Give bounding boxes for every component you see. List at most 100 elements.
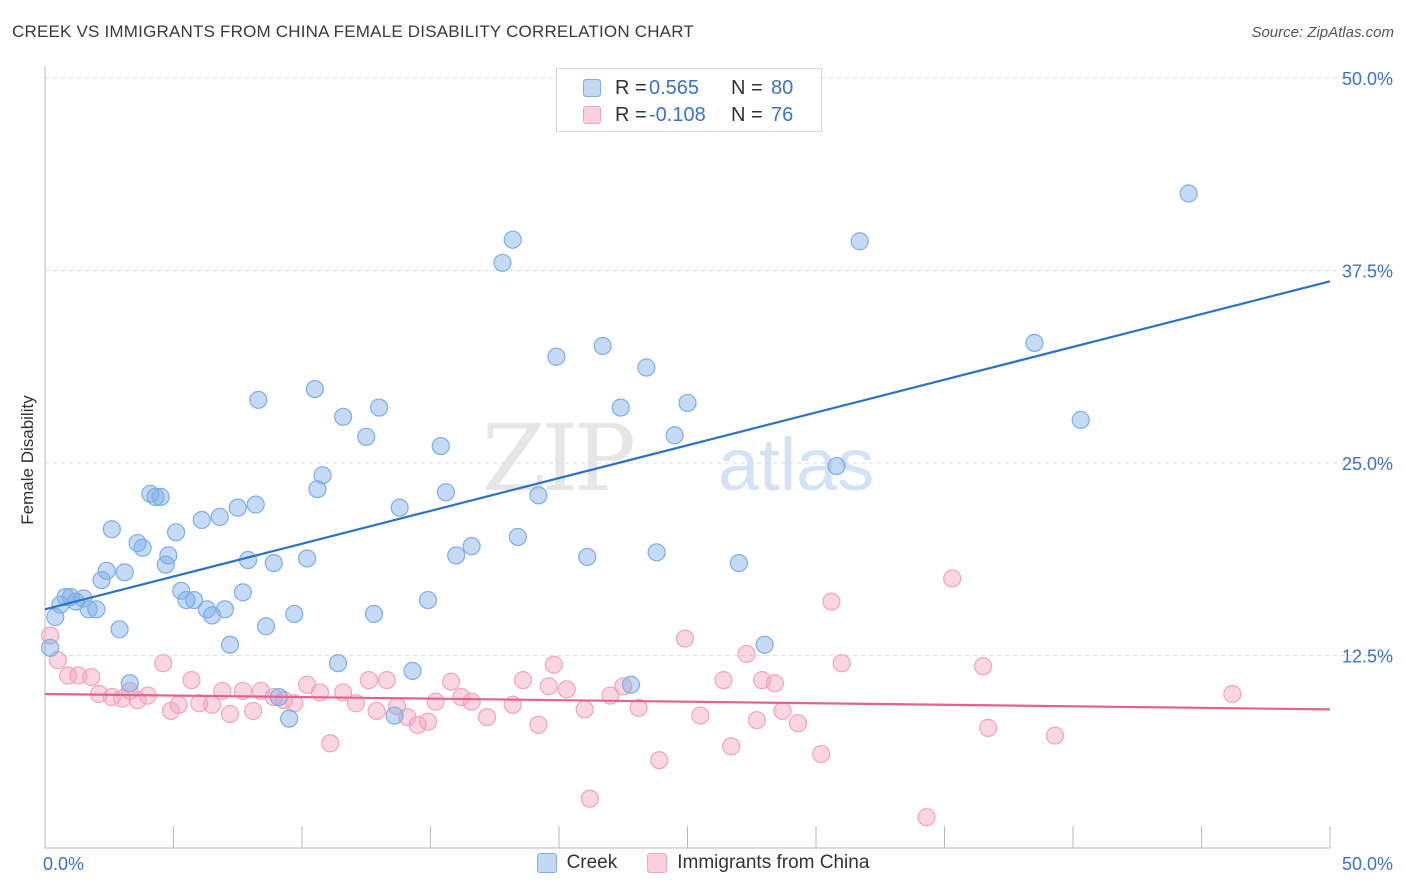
creek-point <box>611 398 630 417</box>
legend-item-china: Immigrants from China <box>647 852 869 874</box>
creek-point <box>151 487 170 506</box>
series-china-points <box>41 569 1242 827</box>
china-point <box>714 671 733 690</box>
china-point <box>580 789 599 808</box>
china-point <box>691 706 710 725</box>
china-point <box>321 734 340 753</box>
creek-point <box>166 523 186 542</box>
creek-point <box>192 510 211 530</box>
r-label: R = <box>615 76 647 99</box>
china-point <box>513 671 533 690</box>
creek-point <box>115 563 134 582</box>
china-point <box>233 681 252 701</box>
creek-point <box>308 480 327 499</box>
creek-swatch <box>536 853 557 873</box>
china-point <box>452 687 471 707</box>
china-r-value: -0.108 <box>649 103 706 126</box>
china-point <box>462 692 481 711</box>
china-point <box>182 671 201 690</box>
china-point <box>1223 684 1242 704</box>
creek-point <box>133 538 152 557</box>
creek-point <box>637 358 656 377</box>
china-point <box>477 707 497 727</box>
china-point <box>747 711 766 730</box>
creek-point <box>228 498 247 517</box>
china-point <box>575 700 594 719</box>
creek-point <box>447 546 466 565</box>
china-swatch <box>583 106 601 124</box>
china-point <box>59 666 78 685</box>
china-point <box>629 698 648 717</box>
creek-point <box>578 547 597 567</box>
creek-trend-line <box>44 280 1331 611</box>
creek-point <box>493 253 512 272</box>
zipatlas-watermark: ZIP atlas <box>482 405 874 512</box>
creek-point <box>665 426 684 445</box>
creek-point <box>678 393 697 413</box>
china-point <box>614 677 633 696</box>
legend-item-creek: Creek <box>536 852 618 874</box>
creek-point <box>215 600 234 619</box>
creek-point <box>431 436 450 456</box>
china-point <box>346 694 366 713</box>
china-trend-line <box>44 692 1331 711</box>
creek-point <box>264 553 283 573</box>
creek-point <box>1025 333 1044 352</box>
creek-point <box>305 379 324 399</box>
china-point <box>367 701 386 721</box>
creek-point <box>529 486 548 505</box>
china-point <box>359 671 378 690</box>
creek-point <box>755 635 774 654</box>
creek-point <box>357 427 376 446</box>
creek-n-value: 80 <box>771 76 794 99</box>
creek-point <box>647 543 666 562</box>
watermark-zip: ZIP <box>482 405 633 512</box>
creek-point <box>285 604 304 624</box>
china-point <box>426 692 445 711</box>
y-tick-label: 50.0% <box>1342 69 1393 89</box>
creek-point <box>97 561 116 580</box>
china-point <box>82 667 101 687</box>
creek-point <box>621 675 641 694</box>
china-point <box>539 677 558 696</box>
china-point <box>973 657 993 676</box>
legend-china-label: Immigrants from China <box>677 852 870 873</box>
creek-point <box>184 590 204 610</box>
creek-point <box>177 590 196 610</box>
axes <box>44 66 1331 849</box>
y-axis-label: Female Disability <box>18 395 37 525</box>
china-point <box>650 751 669 770</box>
legend-row-creek: R = 0.565 N = 80 <box>583 77 793 99</box>
creek-point <box>246 495 265 514</box>
china-point <box>773 701 792 721</box>
creek-point <box>41 638 60 657</box>
creek-point <box>92 570 111 590</box>
creek-point <box>120 674 139 693</box>
china-point <box>979 718 998 737</box>
china-point <box>832 654 851 673</box>
creek-point <box>462 537 481 556</box>
series-legend: Creek Immigrants from China <box>0 852 1406 874</box>
creek-point <box>328 654 348 673</box>
china-point <box>529 715 548 734</box>
china-point <box>220 704 240 724</box>
china-point <box>377 671 396 690</box>
china-point <box>943 569 962 588</box>
watermark-atlas: atlas <box>718 423 874 506</box>
legend-creek-label: Creek <box>566 852 618 873</box>
creek-point <box>102 520 121 539</box>
china-point <box>675 629 695 648</box>
china-point <box>917 808 936 827</box>
creek-point <box>79 600 98 619</box>
x-tick-label-end: 50.0% <box>1342 854 1393 874</box>
creek-point <box>418 590 438 610</box>
tick-labels: 12.5% 25.0% 37.5% 50.0% 0.0% 50.0% <box>43 69 1393 874</box>
china-point <box>244 701 263 721</box>
creek-point <box>233 583 252 602</box>
r-label: R = <box>615 103 647 126</box>
creek-point <box>56 587 75 607</box>
china-point <box>722 737 741 756</box>
creek-point <box>370 398 389 417</box>
creek-point <box>390 498 409 517</box>
legend-row-china: R = -0.108 N = 76 <box>583 104 793 126</box>
